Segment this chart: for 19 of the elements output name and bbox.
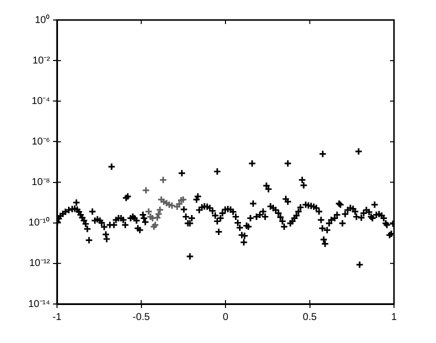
- point: [156, 206, 164, 214]
- y-tick-label: 10⁻¹⁰: [28, 216, 50, 229]
- y-tick-label: 10⁻¹⁴: [28, 298, 50, 310]
- point: [153, 214, 162, 222]
- x-tick-label: 0: [222, 312, 229, 323]
- y-tick-label: 10⁻²: [32, 55, 51, 66]
- y-tick-label: 10⁻¹²: [29, 258, 51, 270]
- x-tick-label: -0.5: [132, 312, 150, 323]
- point: [142, 186, 150, 194]
- x-tick-label: 1: [391, 312, 398, 323]
- point: [159, 176, 168, 184]
- y-tick-label: 10⁰: [34, 14, 50, 26]
- y-tick-label: 10⁻⁴: [32, 96, 50, 107]
- y-tick-label: 10⁻⁸: [32, 177, 50, 188]
- point: [179, 196, 188, 204]
- x-tick-label: 0.5: [302, 312, 318, 323]
- point: [177, 196, 186, 204]
- x-tick-label: -1: [52, 312, 62, 323]
- y-tick-label: 10⁻⁶: [32, 136, 50, 148]
